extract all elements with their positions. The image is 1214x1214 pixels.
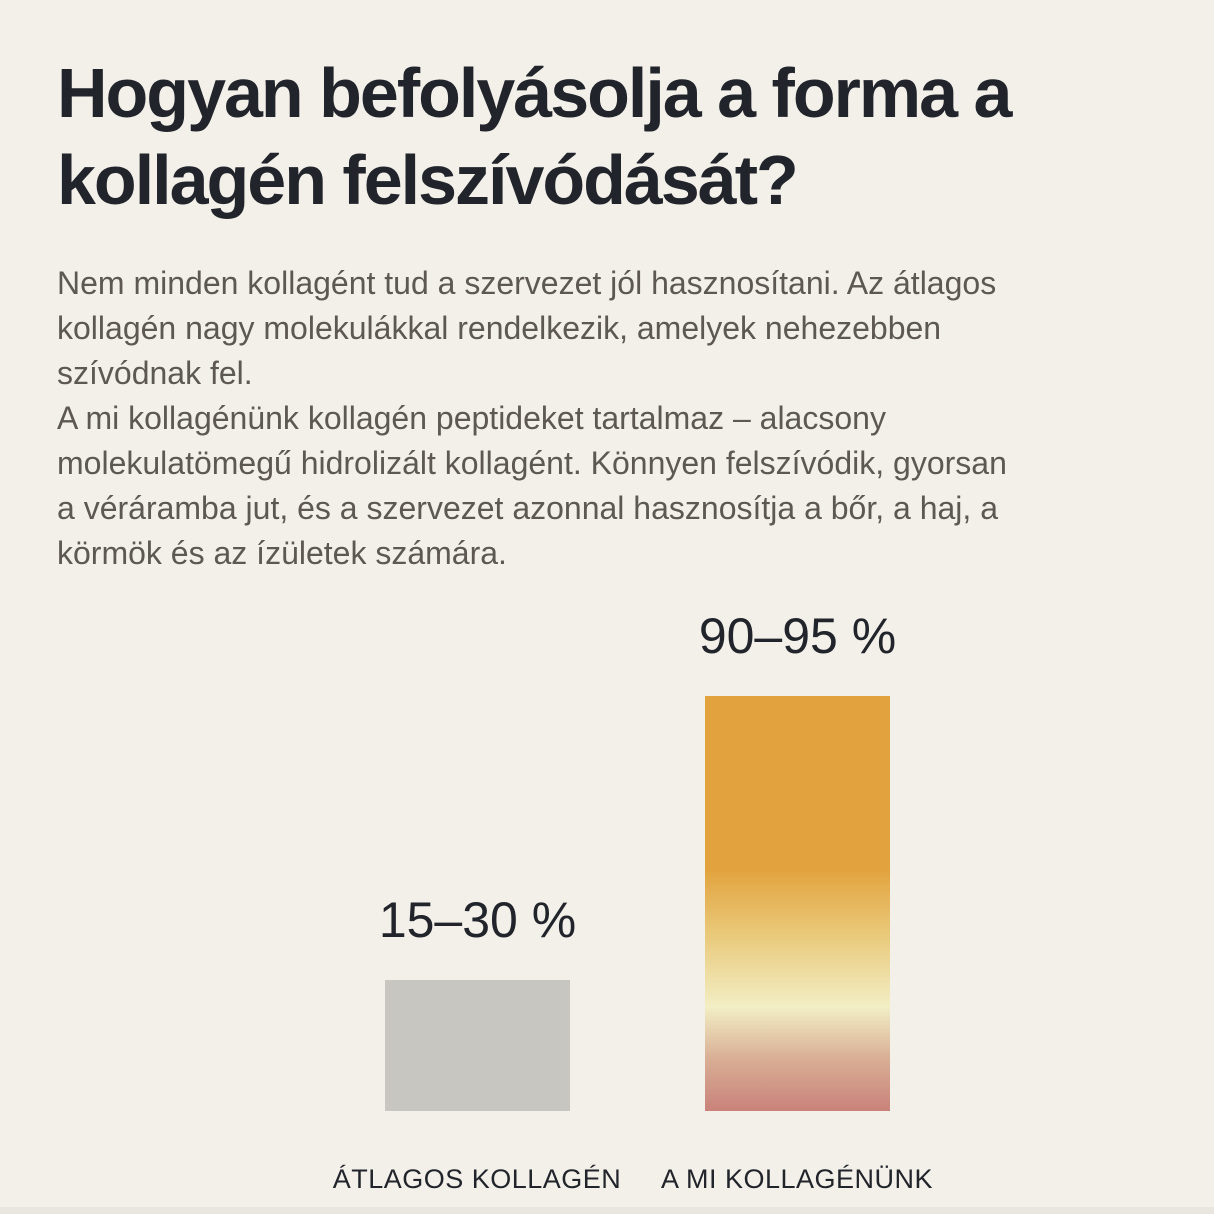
chart-bar [705, 696, 890, 1111]
bottom-section-divider [0, 1207, 1214, 1214]
page-title: Hogyan befolyásolja a forma a kollagén f… [57, 54, 1012, 219]
category-label-average: ÁTLAGOS KOLLAGÉN [332, 1164, 622, 1194]
category-label-ours: A MI KOLLAGÉNÜNK [660, 1164, 934, 1194]
chart-column-ours: 90–95 % [699, 609, 896, 1111]
chart-column-average: 15–30 % [379, 893, 576, 1111]
intro-text: Nem minden kollagént tud a szervezet jól… [57, 261, 1017, 576]
intro-paragraph-2: A mi kollagénünk kollagén peptideket tar… [57, 400, 1007, 571]
value-label-average: 15–30 % [378, 892, 577, 948]
intro-paragraph-1: Nem minden kollagént tud a szervezet jól… [57, 265, 997, 391]
value-label-ours: 90–95 % [698, 608, 897, 664]
chart-bar [385, 980, 570, 1111]
